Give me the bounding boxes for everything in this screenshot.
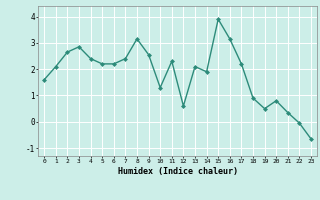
X-axis label: Humidex (Indice chaleur): Humidex (Indice chaleur) — [118, 167, 238, 176]
